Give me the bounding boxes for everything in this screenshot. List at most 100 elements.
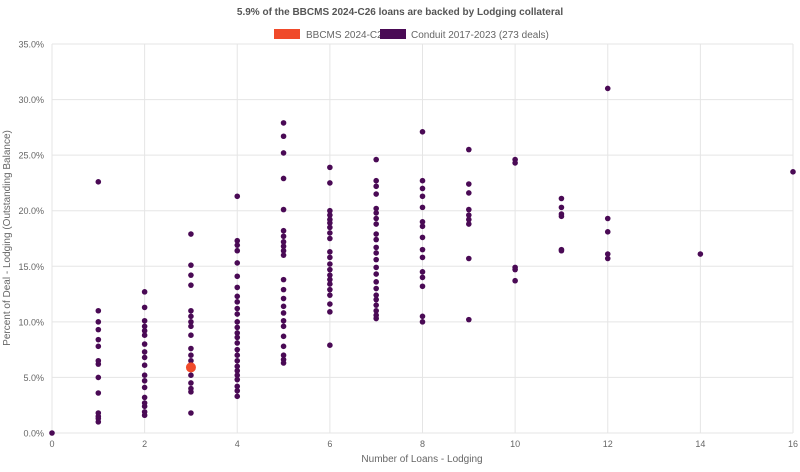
conduit-point[interactable]: Conduit 2017-2023 (273 deals): 2, 8% [141,341,148,347]
conduit-point[interactable]: Conduit 2017-2023 (273 deals): 1, 8.4% [95,336,102,343]
conduit-point[interactable]: Conduit 2017-2023 (273 deals): 11, 16.4% [558,247,565,254]
conduit-point[interactable]: Conduit 2017-2023 (273 deals): 4, 9.5% [234,324,241,331]
conduit-point[interactable]: Conduit 2017-2023 (273 deals): 3, 5.2% [188,372,194,379]
conduit-point[interactable]: Conduit 2017-2023 (273 deals): 5, 12.9% [280,286,287,293]
conduit-point[interactable]: Conduit 2017-2023 (273 deals): 8, 21.3% [419,193,426,200]
conduit-point[interactable]: Conduit 2017-2023 (273 deals): 3, 8.8% [188,332,194,338]
conduit-point[interactable]: Conduit 2017-2023 (273 deals): 6, 15.8% [327,254,333,261]
conduit-point[interactable]: Conduit 2017-2023 (273 deals): 6, 12.9% [327,286,333,293]
conduit-point[interactable]: Conduit 2017-2023 (273 deals): 12, 15.7% [604,255,611,262]
conduit-point[interactable]: Conduit 2017-2023 (273 deals): 8, 18.6% [419,223,426,230]
conduit-point[interactable]: Conduit 2017-2023 (273 deals): 2, 8.8% [141,332,148,338]
conduit-point[interactable]: Conduit 2017-2023 (273 deals): 1, 11% [95,307,102,314]
conduit-point[interactable]: Conduit 2017-2023 (273 deals): 7, 13% [373,285,379,292]
conduit-point[interactable]: Conduit 2017-2023 (273 deals): 0, 0% [49,430,55,436]
conduit-point[interactable]: Conduit 2017-2023 (273 deals): 2, 4.7% [141,377,148,384]
conduit-point[interactable]: Conduit 2017-2023 (273 deals): 4, 7.5% [234,346,241,353]
conduit-point[interactable]: Conduit 2017-2023 (273 deals): 9, 18.8% [466,221,472,227]
conduit-point[interactable]: Conduit 2017-2023 (273 deals): 7, 14.9% [373,264,379,271]
conduit-point[interactable]: Conduit 2017-2023 (273 deals): 3, 10.5% [188,313,194,320]
conduit-point[interactable]: Conduit 2017-2023 (273 deals): 1, 10% [95,319,102,325]
conduit-point[interactable]: Conduit 2017-2023 (273 deals): 16, 23.5% [790,169,796,175]
conduit-point[interactable]: Conduit 2017-2023 (273 deals): 5, 16.8% [280,243,287,250]
conduit-point[interactable]: Conduit 2017-2023 (273 deals): 3, 4.5% [188,380,194,386]
conduit-point[interactable]: Conduit 2017-2023 (273 deals): 2, 2.4% [141,403,148,410]
conduit-point[interactable]: Conduit 2017-2023 (273 deals): 5, 12.1% [280,295,287,302]
conduit-point[interactable]: Conduit 2017-2023 (273 deals): 10, 14.7% [512,266,518,273]
conduit-point[interactable]: Conduit 2017-2023 (273 deals): 4, 10.7% [234,311,241,317]
legend[interactable]: BBCMS 2024-C26 Conduit 2017-2023 (273 de… [274,29,549,41]
conduit-point[interactable]: Conduit 2017-2023 (273 deals): 10, 13.7% [512,277,518,284]
conduit-point[interactable]: Conduit 2017-2023 (273 deals): 2, 9.2% [141,327,148,334]
conduit-point[interactable]: Conduit 2017-2023 (273 deals): 3, 17.9% [188,231,194,237]
conduit-point[interactable]: Conduit 2017-2023 (273 deals): 1, 6.2% [95,361,102,367]
conduit-point[interactable]: Conduit 2017-2023 (273 deals): 6, 19.6% [327,212,333,218]
conduit-point[interactable]: Conduit 2017-2023 (273 deals): 5, 9.6% [280,323,287,330]
conduit-point[interactable]: Conduit 2017-2023 (273 deals): 3, 1.8% [188,410,194,416]
conduit-point[interactable]: Conduit 2017-2023 (273 deals): 6, 22.5% [327,180,333,186]
conduit-point[interactable]: Conduit 2017-2023 (273 deals): 4, 5.2% [234,372,241,379]
conduit-point[interactable]: Conduit 2017-2023 (273 deals): 3, 9.6% [188,323,194,330]
conduit-point[interactable]: Conduit 2017-2023 (273 deals): 5, 7.8% [280,343,287,350]
conduit-point[interactable]: Conduit 2017-2023 (273 deals): 4, 16.9% [234,242,241,248]
conduit-point[interactable]: Conduit 2017-2023 (273 deals): 3, 14.2% [188,272,194,278]
conduit-point[interactable]: Conduit 2017-2023 (273 deals): 4, 3.3% [234,393,241,400]
conduit-point[interactable]: Conduit 2017-2023 (273 deals): 4, 3.8% [234,387,241,394]
conduit-point[interactable]: Conduit 2017-2023 (273 deals): 8, 14.5% [419,269,426,275]
conduit-point[interactable]: Conduit 2017-2023 (273 deals): 7, 19.8% [373,210,379,216]
conduit-point[interactable]: Conduit 2017-2023 (273 deals): 4, 9% [234,330,241,336]
legend-swatch-conduit[interactable] [380,29,406,39]
conduit-point[interactable]: Conduit 2017-2023 (273 deals): 2, 4.1% [141,384,148,391]
conduit-point[interactable]: Conduit 2017-2023 (273 deals): 7, 11.5% [373,302,379,308]
conduit-point[interactable]: Conduit 2017-2023 (273 deals): 12, 19.3% [604,215,611,222]
conduit-point[interactable]: Conduit 2017-2023 (273 deals): 7, 18.8% [373,221,379,227]
conduit-point[interactable]: Conduit 2017-2023 (273 deals): 11, 19.5% [558,213,565,220]
conduit-point[interactable]: Conduit 2017-2023 (273 deals): 8, 14% [419,274,426,281]
conduit-point[interactable]: Conduit 2017-2023 (273 deals): 7, 10.3% [373,315,379,322]
conduit-point[interactable]: Conduit 2017-2023 (273 deals): 9, 15.7% [466,255,472,262]
conduit-point[interactable]: Conduit 2017-2023 (273 deals): 4, 10% [234,319,241,325]
conduit-point[interactable]: Conduit 2017-2023 (273 deals): 7, 20.2% [373,205,379,212]
conduit-point[interactable]: Conduit 2017-2023 (273 deals): 6, 14.7% [327,266,333,273]
conduit-point[interactable]: Conduit 2017-2023 (273 deals): 11, 21.1% [558,195,565,202]
conduit-point[interactable]: Conduit 2017-2023 (273 deals): 7, 22.7% [373,177,379,184]
conduit-point[interactable]: Conduit 2017-2023 (273 deals): 6, 11.6% [327,301,333,307]
conduit-point[interactable]: Conduit 2017-2023 (273 deals): 12, 31% [604,85,611,92]
conduit-point[interactable]: Conduit 2017-2023 (273 deals): 4, 17.3% [234,237,241,244]
conduit-point[interactable]: Conduit 2017-2023 (273 deals): 6, 14.2% [327,272,333,278]
conduit-point[interactable]: Conduit 2017-2023 (273 deals): 1, 1% [95,419,102,425]
conduit-point[interactable]: Conduit 2017-2023 (273 deals): 6, 18% [327,230,333,236]
conduit-point[interactable]: Conduit 2017-2023 (273 deals): 9, 19.6% [466,212,472,218]
conduit-point[interactable]: Conduit 2017-2023 (273 deals): 9, 19.2% [466,216,472,223]
conduit-point[interactable]: Conduit 2017-2023 (273 deals): 5, 16% [280,252,287,258]
conduit-point[interactable]: Conduit 2017-2023 (273 deals): 4, 13.1% [234,284,241,291]
conduit-point[interactable]: Conduit 2017-2023 (273 deals): 4, 4.2% [234,383,241,390]
conduit-point[interactable]: Conduit 2017-2023 (273 deals): 5, 18.2% [280,227,287,234]
legend-swatch-bbcms[interactable] [274,29,300,39]
conduit-point[interactable]: Conduit 2017-2023 (273 deals): 12, 18.1% [604,229,611,235]
conduit-point[interactable]: Conduit 2017-2023 (273 deals): 2, 9.6% [141,323,148,330]
conduit-point[interactable]: Conduit 2017-2023 (273 deals): 6, 18.5% [327,224,333,231]
conduit-point[interactable]: Conduit 2017-2023 (273 deals): 7, 21.5% [373,191,379,197]
conduit-point[interactable]: Conduit 2017-2023 (273 deals): 4, 11.8% [234,299,241,305]
conduit-point[interactable]: Conduit 2017-2023 (273 deals): 6, 23.9% [327,164,333,171]
conduit-point[interactable]: Conduit 2017-2023 (273 deals): 4, 4.8% [234,376,241,383]
conduit-point[interactable]: Conduit 2017-2023 (273 deals): 2, 12.7% [141,289,148,295]
conduit-point[interactable]: Conduit 2017-2023 (273 deals): 5, 16.4% [280,247,287,254]
conduit-point[interactable]: Conduit 2017-2023 (273 deals): 14, 16.1% [697,251,704,257]
conduit-point[interactable]: Conduit 2017-2023 (273 deals): 12, 16.1% [604,251,611,257]
conduit-point[interactable]: Conduit 2017-2023 (273 deals): 5, 10.1% [280,317,287,324]
conduit-point[interactable]: Conduit 2017-2023 (273 deals): 9, 25.5% [466,146,472,153]
conduit-point[interactable]: Conduit 2017-2023 (273 deals): 6, 16.3% [327,249,333,255]
conduit-point[interactable]: Conduit 2017-2023 (273 deals): 1, 22.6% [95,179,102,185]
conduit-point[interactable]: Conduit 2017-2023 (273 deals): 5, 25.2% [280,150,287,156]
conduit-point[interactable]: Conduit 2017-2023 (273 deals): 3, 7.6% [188,345,194,352]
conduit-point[interactable]: Conduit 2017-2023 (273 deals): 5, 17.2% [280,239,287,245]
conduit-point[interactable]: Conduit 2017-2023 (273 deals): 4, 8.6% [234,334,241,341]
conduit-point[interactable]: Conduit 2017-2023 (273 deals): 3, 11% [188,307,194,314]
conduit-point[interactable]: Conduit 2017-2023 (273 deals): 8, 27.1% [419,129,426,135]
conduit-point[interactable]: Conduit 2017-2023 (273 deals): 8, 10% [419,319,426,325]
conduit-point[interactable]: Conduit 2017-2023 (273 deals): 2, 6.8% [141,354,148,361]
conduit-point[interactable]: Conduit 2017-2023 (273 deals): 3, 15.1% [188,262,194,268]
conduit-point[interactable]: Conduit 2017-2023 (273 deals): 2, 10.1% [141,317,148,324]
